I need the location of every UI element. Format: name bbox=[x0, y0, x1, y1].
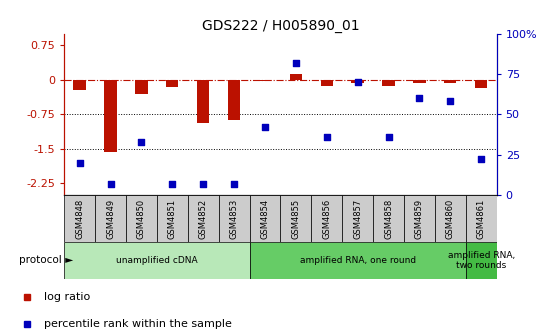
Point bbox=[446, 99, 455, 104]
Bar bbox=[187, 195, 219, 242]
Bar bbox=[135, 80, 147, 94]
Bar bbox=[352, 80, 364, 83]
Point bbox=[384, 134, 393, 139]
Bar bbox=[166, 80, 179, 87]
Bar bbox=[280, 195, 311, 242]
Bar bbox=[320, 80, 333, 86]
Text: log ratio: log ratio bbox=[44, 292, 90, 302]
Bar bbox=[197, 80, 209, 123]
Bar bbox=[249, 195, 280, 242]
Point bbox=[75, 160, 84, 165]
Text: amplified RNA,
two rounds: amplified RNA, two rounds bbox=[448, 251, 515, 270]
Bar bbox=[259, 80, 271, 81]
Bar bbox=[466, 195, 497, 242]
Bar bbox=[413, 80, 426, 83]
Text: ►: ► bbox=[62, 255, 74, 265]
Bar bbox=[249, 242, 466, 279]
Text: GSM4858: GSM4858 bbox=[384, 199, 393, 239]
Text: GSM4851: GSM4851 bbox=[168, 199, 177, 239]
Bar bbox=[64, 242, 249, 279]
Bar bbox=[157, 195, 187, 242]
Bar bbox=[228, 80, 240, 120]
Title: GDS222 / H005890_01: GDS222 / H005890_01 bbox=[201, 18, 359, 33]
Point bbox=[477, 157, 485, 162]
Text: GSM4861: GSM4861 bbox=[477, 199, 485, 239]
Point bbox=[168, 181, 177, 186]
Text: GSM4855: GSM4855 bbox=[291, 199, 300, 239]
Point bbox=[106, 181, 115, 186]
Text: GSM4853: GSM4853 bbox=[229, 199, 239, 239]
Point bbox=[261, 124, 270, 130]
Bar bbox=[311, 195, 342, 242]
Point bbox=[353, 79, 362, 85]
Bar bbox=[382, 80, 395, 86]
Text: GSM4849: GSM4849 bbox=[106, 199, 115, 239]
Bar bbox=[104, 80, 117, 153]
Point bbox=[291, 60, 300, 65]
Text: GSM4850: GSM4850 bbox=[137, 199, 146, 239]
Text: unamplified cDNA: unamplified cDNA bbox=[116, 256, 198, 265]
Bar bbox=[466, 242, 497, 279]
Text: GSM4859: GSM4859 bbox=[415, 199, 424, 239]
Text: GSM4857: GSM4857 bbox=[353, 199, 362, 239]
Text: protocol: protocol bbox=[18, 255, 61, 265]
Text: amplified RNA, one round: amplified RNA, one round bbox=[300, 256, 416, 265]
Point bbox=[323, 134, 331, 139]
Text: GSM4854: GSM4854 bbox=[261, 199, 270, 239]
Text: GSM4848: GSM4848 bbox=[75, 199, 84, 239]
Point bbox=[137, 139, 146, 144]
Bar bbox=[404, 195, 435, 242]
Bar bbox=[64, 195, 95, 242]
Bar bbox=[444, 80, 456, 83]
Bar bbox=[373, 195, 404, 242]
Bar bbox=[126, 195, 157, 242]
Point bbox=[199, 181, 208, 186]
Text: GSM4860: GSM4860 bbox=[446, 199, 455, 239]
Bar bbox=[435, 195, 466, 242]
Text: percentile rank within the sample: percentile rank within the sample bbox=[44, 319, 232, 329]
Text: GSM4852: GSM4852 bbox=[199, 199, 208, 239]
Bar bbox=[290, 74, 302, 80]
Point bbox=[229, 181, 238, 186]
Point bbox=[415, 95, 424, 101]
Bar bbox=[74, 80, 86, 90]
Text: GSM4856: GSM4856 bbox=[322, 199, 331, 239]
Bar bbox=[342, 195, 373, 242]
Bar bbox=[219, 195, 249, 242]
Bar bbox=[475, 80, 487, 87]
Bar bbox=[95, 195, 126, 242]
